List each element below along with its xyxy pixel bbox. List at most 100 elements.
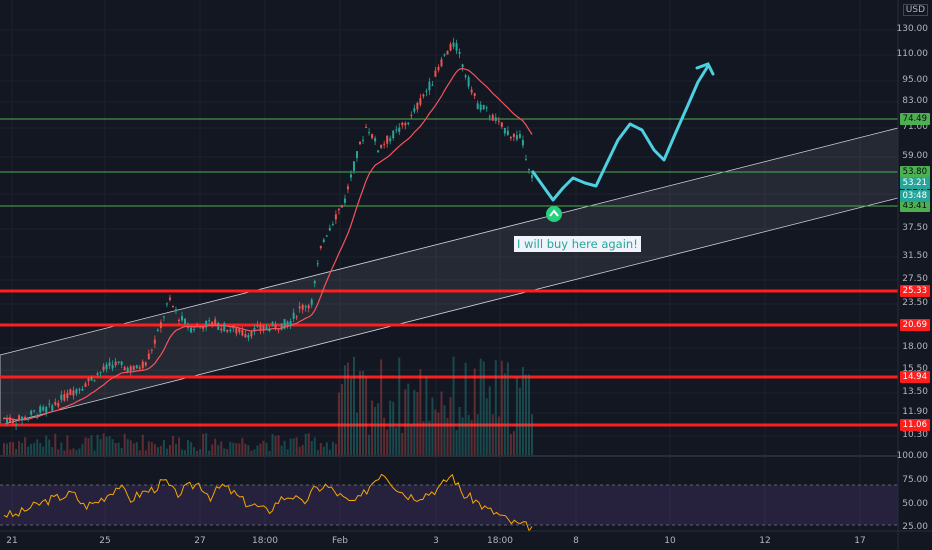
rsi-tick-label: 75.00 bbox=[902, 475, 928, 485]
volume-bar bbox=[470, 420, 473, 455]
volume-bar bbox=[452, 356, 455, 455]
price-tick-label: 10.30 bbox=[902, 430, 928, 440]
time-tick-label: 10 bbox=[664, 536, 676, 546]
candle-body bbox=[111, 364, 114, 369]
candle-body bbox=[63, 394, 66, 401]
candle-body bbox=[208, 320, 211, 322]
candle-body bbox=[527, 169, 530, 171]
volume-bar bbox=[443, 405, 446, 455]
candle-body bbox=[524, 159, 527, 161]
volume-bar bbox=[428, 420, 431, 455]
volume-bar bbox=[69, 449, 72, 455]
volume-bar bbox=[241, 437, 244, 455]
volume-bar bbox=[482, 361, 485, 455]
volume-bar bbox=[141, 434, 144, 455]
volume-bar bbox=[295, 437, 298, 455]
volume-bar bbox=[476, 414, 479, 455]
candle-body bbox=[12, 419, 15, 424]
volume-bar bbox=[449, 396, 452, 455]
candle-body bbox=[292, 312, 295, 319]
volume-bar bbox=[410, 424, 413, 455]
volume-bar bbox=[422, 421, 425, 455]
candle-body bbox=[141, 361, 144, 369]
volume-bar bbox=[9, 442, 12, 455]
candle-body bbox=[247, 334, 250, 338]
volume-bar bbox=[531, 414, 533, 455]
candle-body bbox=[319, 246, 322, 248]
price-level-tag: 03:48 bbox=[899, 190, 930, 202]
candle-body bbox=[368, 132, 371, 134]
candle-body bbox=[21, 416, 24, 421]
candle-body bbox=[96, 373, 99, 375]
price-tick-label: 110.00 bbox=[896, 49, 929, 59]
candle-body bbox=[162, 316, 165, 318]
volume-bar bbox=[440, 391, 443, 455]
volume-bar bbox=[66, 435, 69, 455]
volume-bar bbox=[156, 447, 159, 455]
volume-bar bbox=[21, 442, 24, 455]
time-tick-label: 21 bbox=[6, 536, 18, 546]
volume-bar bbox=[404, 389, 407, 455]
candle-body bbox=[286, 321, 289, 327]
volume-bar bbox=[509, 434, 512, 455]
buy-marker-icon[interactable] bbox=[546, 206, 562, 222]
candle-body bbox=[229, 330, 232, 332]
volume-bar bbox=[416, 392, 419, 455]
candle-body bbox=[120, 361, 123, 365]
volume-bar bbox=[464, 362, 467, 455]
volume-bar bbox=[328, 449, 331, 455]
volume-bar bbox=[96, 434, 99, 455]
volume-bar bbox=[437, 412, 440, 455]
volume-bar bbox=[184, 450, 187, 455]
volume-bar bbox=[365, 376, 368, 455]
volume-bar bbox=[389, 400, 392, 455]
volume-bar bbox=[3, 443, 5, 455]
candle-body bbox=[214, 319, 217, 326]
volume-bar bbox=[307, 433, 310, 455]
rsi-tick-label: 50.00 bbox=[902, 499, 928, 509]
volume-bar bbox=[196, 450, 199, 455]
volume-bar bbox=[521, 367, 524, 455]
volume-bar bbox=[90, 435, 93, 455]
volume-bar bbox=[12, 442, 15, 455]
volume-bar bbox=[256, 445, 259, 455]
volume-bar bbox=[401, 433, 404, 455]
candle-body bbox=[153, 339, 156, 344]
volume-bar bbox=[274, 435, 277, 455]
rsi-tick-label: 25.00 bbox=[902, 522, 928, 532]
candle-body bbox=[33, 410, 36, 412]
volume-bar bbox=[322, 446, 325, 455]
volume-bar bbox=[108, 436, 111, 455]
volume-bar bbox=[380, 359, 383, 455]
volume-bar bbox=[503, 373, 506, 455]
candle-body bbox=[54, 401, 57, 405]
volume-bar bbox=[102, 433, 105, 455]
candle-body bbox=[340, 205, 343, 208]
candle-body bbox=[389, 138, 392, 142]
candle-body bbox=[90, 377, 93, 381]
volume-bar bbox=[138, 450, 141, 455]
volume-bar bbox=[271, 433, 274, 455]
volume-bar bbox=[277, 435, 280, 455]
candle-body bbox=[87, 378, 90, 382]
volume-bar bbox=[262, 440, 265, 455]
candle-body bbox=[491, 114, 494, 121]
volume-bar bbox=[117, 442, 120, 455]
price-tick-label: 95.00 bbox=[902, 75, 928, 85]
candle-body bbox=[129, 366, 132, 372]
volume-bar bbox=[431, 397, 434, 455]
candle-body bbox=[57, 403, 60, 407]
volume-bar bbox=[150, 442, 153, 455]
candle-body bbox=[485, 107, 488, 109]
candle-body bbox=[452, 42, 455, 47]
candle-body bbox=[123, 367, 126, 371]
candle-body bbox=[193, 329, 196, 331]
candle-body bbox=[500, 122, 503, 127]
candle-body bbox=[144, 362, 147, 366]
volume-bar bbox=[232, 442, 235, 455]
volume-bar bbox=[111, 439, 114, 455]
volume-bar bbox=[280, 445, 283, 455]
candle-body bbox=[66, 392, 69, 399]
currency-label[interactable]: USD bbox=[902, 4, 928, 16]
